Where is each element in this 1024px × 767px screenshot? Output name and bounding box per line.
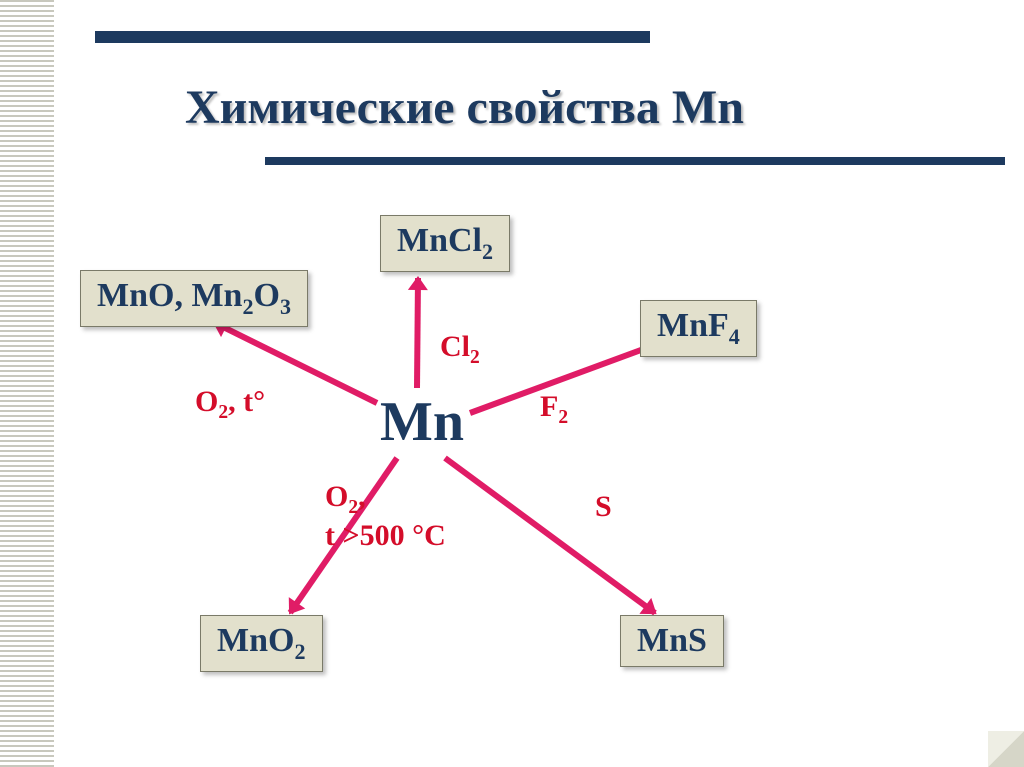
- left-hatch-decoration: [0, 0, 54, 767]
- product-mncl2: MnCl2: [380, 215, 510, 272]
- arrow: [414, 278, 421, 388]
- slide-title: Химические свойства Mn: [185, 80, 744, 135]
- arrow: [443, 456, 657, 616]
- center-element: Mn: [380, 390, 464, 454]
- title-bar-top: [95, 31, 650, 43]
- reagent-f2: F2: [540, 390, 568, 429]
- product-mns: MnS: [620, 615, 724, 667]
- reagent-o2-t: O2, t°: [195, 385, 265, 424]
- page-curl-icon: [988, 731, 1024, 767]
- reagent-o2-500c: O2,t >500 °C: [325, 480, 446, 553]
- product-mno-mn2o3: MnO, Mn2O3: [80, 270, 308, 327]
- reagent-s: S: [595, 490, 612, 524]
- title-bar-bottom: [265, 157, 1005, 165]
- product-mnf4: MnF4: [640, 300, 757, 357]
- product-mno2: MnO2: [200, 615, 323, 672]
- reagent-cl2: Cl2: [440, 330, 480, 369]
